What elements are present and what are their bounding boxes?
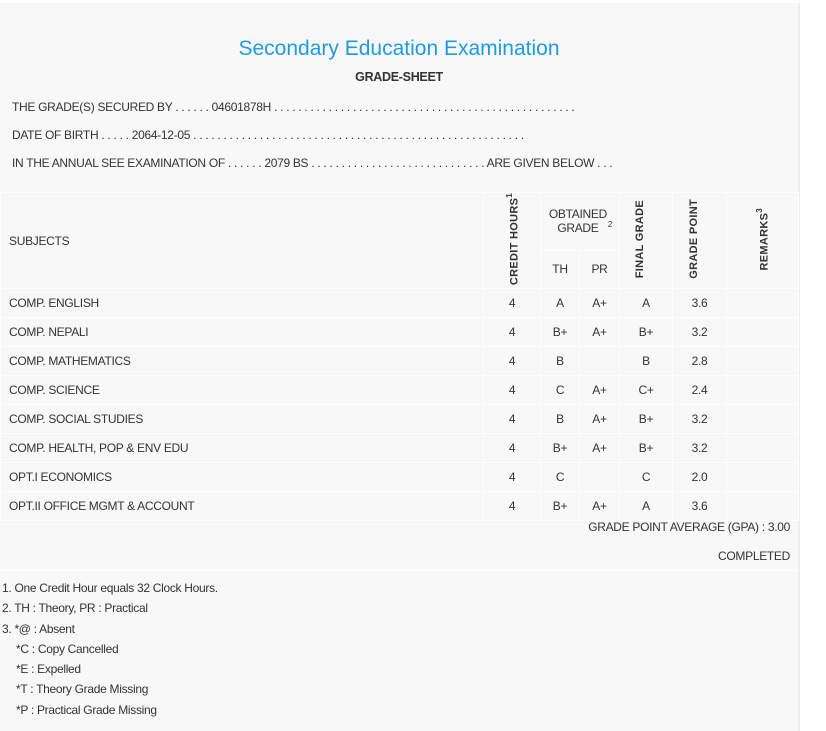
table-row: COMP. SOCIAL STUDIES 4 B A+ B+ 3.2 (0, 404, 799, 435)
subject-cell: OPT.I ECONOMICS (0, 462, 484, 493)
pr-grade-cell: A+ (579, 433, 620, 464)
credit-cell: 4 (483, 491, 541, 522)
footnote: 1. One Credit Hour equals 32 Clock Hours… (2, 581, 218, 595)
final-grade-cell: B+ (619, 433, 673, 464)
credit-cell: 4 (483, 346, 541, 377)
grade-point-cell: 2.8 (672, 346, 727, 377)
header-subjects: SUBJECTS (0, 191, 484, 290)
footnote: *P : Practical Grade Missing (16, 702, 157, 717)
final-grade-cell: C+ (619, 375, 673, 406)
footnotes: 1. One Credit Hour equals 32 Clock Hours… (2, 581, 218, 723)
subject-cell: COMP. ENGLISH (0, 288, 484, 319)
th-grade-cell: B+ (540, 491, 580, 522)
grade-point-cell: 3.2 (672, 433, 727, 464)
credit-cell: 4 (483, 317, 541, 348)
remarks-cell (726, 375, 799, 406)
grade-sheet: Secondary Education Examination GRADE-SH… (0, 3, 800, 731)
pr-grade-cell: A+ (579, 375, 620, 406)
grade-point-cell: 2.0 (672, 462, 727, 493)
table-row: OPT.II OFFICE MGMT & ACCOUNT 4 B+ A+ A 3.6 (0, 491, 799, 522)
grade-point-cell: 3.2 (672, 404, 727, 435)
secured-by-line: THE GRADE(S) SECURED BY . . . . . . 0460… (12, 100, 575, 114)
remarks-cell (726, 317, 799, 348)
pr-grade-cell: A+ (579, 288, 620, 319)
remarks-cell (726, 288, 799, 319)
remarks-cell (726, 433, 799, 464)
final-grade-cell: B (619, 346, 673, 377)
footnote: 3. *@ : Absent (2, 621, 75, 636)
grade-point-cell: 3.6 (672, 288, 727, 319)
header-th: TH (540, 249, 580, 290)
subject-cell: COMP. HEALTH, POP & ENV EDU (0, 433, 484, 464)
footnote: *E : Expelled (16, 662, 81, 677)
credit-cell: 4 (483, 462, 541, 493)
th-grade-cell: A (540, 288, 580, 319)
result-status: COMPLETED (718, 549, 790, 563)
footnote: *T : Theory Grade Missing (16, 682, 149, 697)
sheet-subtitle: GRADE-SHEET (355, 70, 443, 84)
remarks-cell (726, 491, 799, 522)
header-pr: PR (579, 249, 620, 290)
th-grade-cell: B (540, 346, 580, 377)
footnote: *C : Copy Cancelled (16, 641, 119, 656)
subject-cell: COMP. SOCIAL STUDIES (0, 404, 484, 435)
footnote: 2. TH : Theory, PR : Practical (2, 601, 148, 616)
final-grade-cell: B+ (619, 404, 673, 435)
exam-line: IN THE ANNUAL SEE EXAMINATION OF . . . .… (12, 156, 613, 170)
pr-grade-cell (579, 346, 620, 377)
table-row: COMP. SCIENCE 4 C A+ C+ 2.4 (0, 375, 799, 406)
dob-line: DATE OF BIRTH . . . . . 2064-12-05 . . .… (12, 128, 524, 142)
table-row: OPT.I ECONOMICS 4 C C 2.0 (0, 462, 799, 493)
credit-cell: 4 (483, 404, 541, 435)
pr-grade-cell: A+ (579, 491, 620, 522)
page-title: Secondary Education Examination (238, 37, 560, 60)
grade-point-cell: 2.4 (672, 375, 727, 406)
th-grade-cell: B (540, 404, 580, 435)
table-row: COMP. NEPALI 4 B+ A+ B+ 3.2 (0, 317, 799, 348)
gpa-value: GRADE POINT AVERAGE (GPA) : 3.00 (588, 520, 790, 534)
th-grade-cell: C (540, 462, 580, 493)
subject-cell: COMP. MATHEMATICS (0, 346, 484, 377)
credit-cell: 4 (483, 375, 541, 406)
header-remarks: REMARKS3 (726, 191, 799, 290)
pr-grade-cell: A+ (579, 404, 620, 435)
final-grade-cell: A (619, 288, 673, 319)
th-grade-cell: B+ (540, 317, 580, 348)
subject-cell: OPT.II OFFICE MGMT & ACCOUNT (0, 491, 484, 522)
subject-cell: COMP. NEPALI (0, 317, 484, 348)
grade-point-cell: 3.2 (672, 317, 727, 348)
credit-cell: 4 (483, 288, 541, 319)
pr-grade-cell: A+ (579, 317, 620, 348)
remarks-cell (726, 404, 799, 435)
remarks-cell (726, 346, 799, 377)
final-grade-cell: C (619, 462, 673, 493)
credit-cell: 4 (483, 433, 541, 464)
table-row: COMP. HEALTH, POP & ENV EDU 4 B+ A+ B+ 3.2 (0, 433, 799, 464)
final-grade-cell: A (619, 491, 673, 522)
header-grade-point: GRADE POINT (672, 191, 727, 290)
grade-point-cell: 3.6 (672, 491, 727, 522)
grades-table: SUBJECTS CREDIT HOURS1 OBTAINED GRADE 2 F… (0, 191, 799, 522)
divider (0, 570, 798, 571)
subject-cell: COMP. SCIENCE (0, 375, 484, 406)
final-grade-cell: B+ (619, 317, 673, 348)
th-grade-cell: B+ (540, 433, 580, 464)
th-grade-cell: C (540, 375, 580, 406)
header-credit-hours: CREDIT HOURS1 (483, 191, 541, 290)
remarks-cell (726, 462, 799, 493)
pr-grade-cell (579, 462, 620, 493)
table-row: COMP. ENGLISH 4 A A+ A 3.6 (0, 288, 799, 319)
header-obtained-grade: OBTAINED GRADE 2 (540, 192, 620, 251)
table-row: COMP. MATHEMATICS 4 B B 2.8 (0, 346, 799, 377)
header-final-grade: FINAL GRADE (619, 191, 673, 290)
